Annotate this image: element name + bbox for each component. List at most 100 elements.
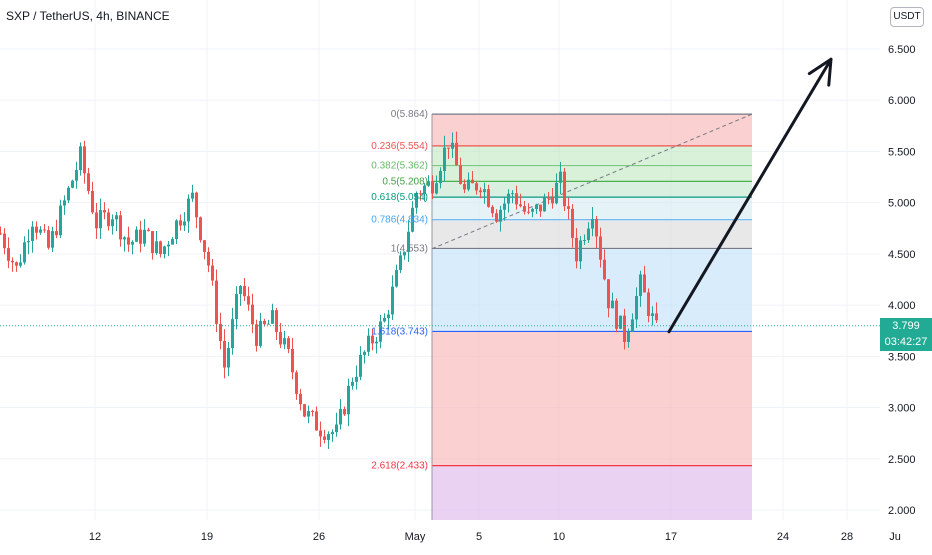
candle-down xyxy=(287,338,290,349)
fib-level-label: 0.5(5.208) xyxy=(382,176,428,187)
fib-level-label: 0.236(5.554) xyxy=(371,141,428,152)
projection-arrow-head xyxy=(807,57,833,87)
candle-up xyxy=(23,242,26,263)
candle-down xyxy=(623,315,626,343)
candle-down xyxy=(323,436,326,440)
candle-down xyxy=(251,304,254,325)
fib-level-label: 0.618(5.054) xyxy=(371,192,428,203)
candle-down xyxy=(563,171,566,207)
candle-down xyxy=(475,183,478,191)
candle-down xyxy=(215,280,218,324)
candle-down xyxy=(55,231,58,236)
y-tick-label: 5.000 xyxy=(888,198,916,210)
candle-down xyxy=(127,237,130,245)
candle-up xyxy=(267,323,270,325)
fib-zone xyxy=(432,165,752,182)
x-tick-label: 12 xyxy=(89,531,101,543)
candle-up xyxy=(19,262,22,266)
candle-down xyxy=(479,190,482,193)
candle-down xyxy=(575,237,578,262)
x-tick-label: 28 xyxy=(841,531,853,543)
candlestick-series xyxy=(0,131,658,449)
candle-up xyxy=(383,317,386,322)
candle-down xyxy=(3,233,6,249)
candle-down xyxy=(567,206,570,209)
candle-up xyxy=(363,351,366,355)
candle-up xyxy=(79,146,82,171)
candle-down xyxy=(447,147,450,149)
candle-down xyxy=(139,229,142,244)
candle-down xyxy=(603,259,606,280)
candle-down xyxy=(87,173,90,191)
fib-level-label: 1(4.553) xyxy=(391,243,428,254)
candle-down xyxy=(299,393,302,405)
candle-down xyxy=(95,212,98,229)
candle-down xyxy=(211,265,214,281)
candle-down xyxy=(595,218,598,237)
candle-up xyxy=(183,221,186,226)
candle-up xyxy=(235,294,238,320)
candle-down xyxy=(515,193,518,205)
y-tick-label: 2.000 xyxy=(888,505,916,517)
candle-up xyxy=(499,209,502,222)
candle-up xyxy=(507,193,510,204)
candle-down xyxy=(343,409,346,415)
candle-up xyxy=(587,228,590,241)
candle-up xyxy=(435,183,438,194)
symbol-title: SXP / TetherUS, 4h, BINANCE xyxy=(6,9,170,23)
projection-arrow-line xyxy=(667,57,833,334)
candle-down xyxy=(655,313,658,321)
fib-zone xyxy=(432,465,752,520)
candle-up xyxy=(239,285,242,295)
candle-down xyxy=(419,193,422,195)
candle-up xyxy=(283,338,286,345)
candle-up xyxy=(555,182,558,204)
candle-up xyxy=(415,193,418,208)
fib-level-label: 0.786(4.834) xyxy=(371,215,428,226)
candle-down xyxy=(315,411,318,431)
candle-down xyxy=(47,230,50,248)
y-tick-label: 5.500 xyxy=(888,146,916,158)
x-tick-label: 10 xyxy=(553,531,565,543)
candle-up xyxy=(259,320,262,346)
candle-down xyxy=(207,251,210,266)
candle-up xyxy=(331,432,334,435)
candle-down xyxy=(615,300,618,329)
candle-up xyxy=(51,231,54,248)
candle-down xyxy=(275,310,278,332)
candle-up xyxy=(335,424,338,433)
candle-down xyxy=(179,220,182,226)
candle-down xyxy=(539,204,542,212)
time-axis-bg xyxy=(0,520,880,550)
candle-down xyxy=(151,231,154,254)
currency-button[interactable]: USDT xyxy=(890,7,924,27)
candle-up xyxy=(579,240,582,262)
candle-down xyxy=(527,211,530,213)
candle-up xyxy=(535,204,538,210)
y-tick-label: 6.500 xyxy=(888,44,916,56)
candle-up xyxy=(503,203,506,210)
candle-up xyxy=(467,179,470,190)
candle-up xyxy=(111,219,114,227)
candle-up xyxy=(155,241,158,254)
candle-up xyxy=(123,237,126,240)
x-tick-label: May xyxy=(405,531,426,543)
x-tick-label: 5 xyxy=(476,531,482,543)
candle-up xyxy=(171,239,174,245)
candle-down xyxy=(35,226,38,233)
candle-up xyxy=(391,286,394,315)
candle-up xyxy=(611,300,614,309)
candle-up xyxy=(67,187,70,201)
candle-up xyxy=(355,376,358,382)
candle-down xyxy=(647,292,650,317)
candle-up xyxy=(63,200,66,206)
candle-up xyxy=(483,189,486,193)
candle-down xyxy=(11,260,14,263)
candle-down xyxy=(319,430,322,437)
candle-up xyxy=(387,314,390,318)
fibonacci-retracement[interactable] xyxy=(431,113,753,520)
candle-down xyxy=(223,340,226,368)
x-tick-label: 19 xyxy=(201,531,213,543)
